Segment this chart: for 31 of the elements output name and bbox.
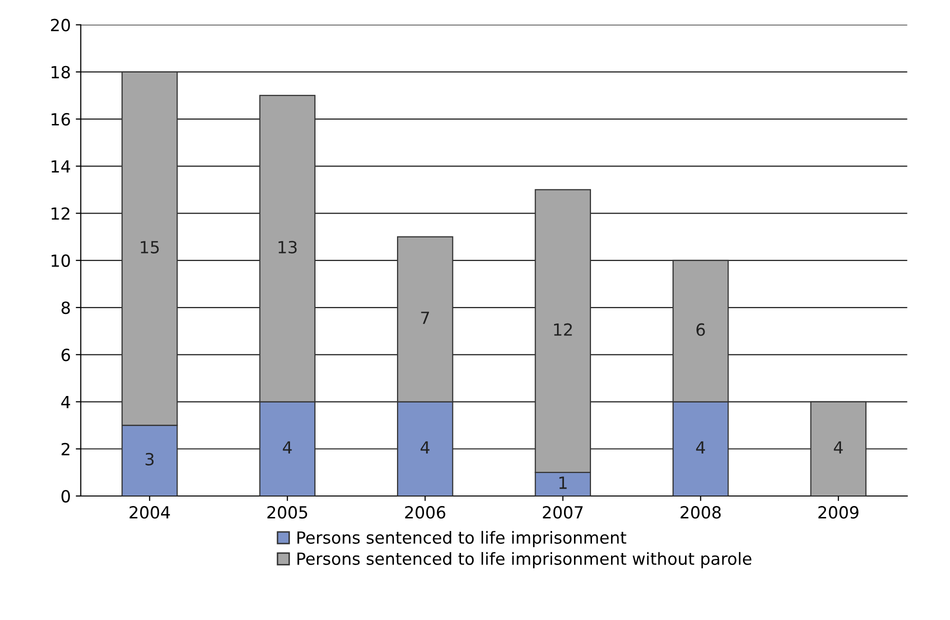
- data-label: 12: [554, 323, 572, 336]
- x-tick-label: 2009: [818, 506, 858, 519]
- data-label: 15: [140, 241, 159, 254]
- y-tick-label: 10: [52, 254, 70, 267]
- y-tick-label: 12: [52, 207, 70, 220]
- y-tick-label: 6: [62, 348, 70, 362]
- data-label: 1: [559, 476, 567, 489]
- x-tick-label: 2007: [542, 506, 583, 519]
- y-tick-label: 2: [62, 442, 70, 456]
- data-label: 3: [146, 452, 154, 466]
- data-label: 13: [278, 240, 297, 254]
- x-tick-label: 2005: [267, 506, 308, 519]
- x-tick-label: 2004: [130, 506, 170, 519]
- legend-label: Persons sentenced to life imprisonment: [297, 530, 626, 548]
- data-label: 7: [421, 312, 430, 324]
- y-tick-label: 0: [62, 490, 70, 503]
- x-tick-label: 2008: [680, 506, 721, 519]
- y-tick-label: 18: [52, 66, 70, 78]
- data-label: 4: [420, 441, 430, 454]
- y-tick-label: 20: [51, 18, 70, 32]
- data-label: 4: [834, 441, 843, 454]
- bar: [810, 401, 866, 496]
- data-label: 6: [696, 323, 705, 336]
- y-tick-label: 14: [52, 160, 70, 172]
- x-tick-label: 2006: [405, 506, 446, 519]
- y-tick-label: 4: [61, 396, 70, 408]
- legend-label: Persons sentenced to life imprisonment without parole: [297, 552, 752, 568]
- y-tick-label: 16: [52, 113, 70, 126]
- y-tick-label: 8: [62, 301, 70, 314]
- data-label: 4: [282, 441, 292, 454]
- data-label: 4: [696, 441, 705, 454]
